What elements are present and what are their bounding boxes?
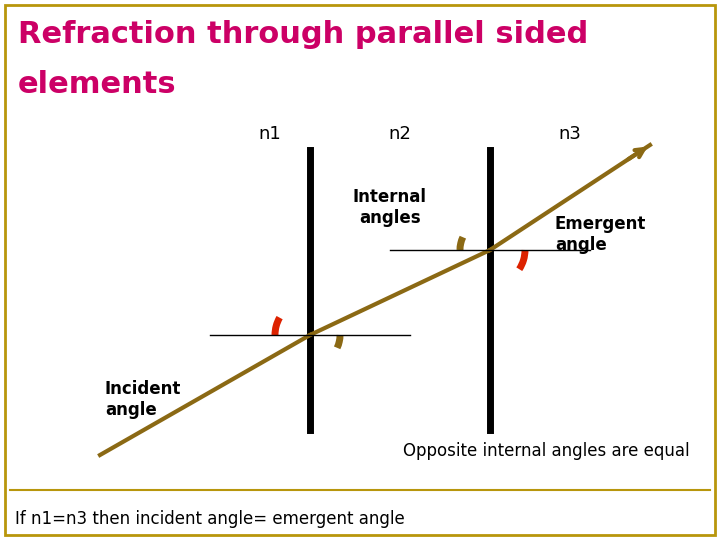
- Text: Incident
angle: Incident angle: [105, 380, 181, 419]
- Text: Emergent
angle: Emergent angle: [555, 215, 647, 254]
- Text: Internal
angles: Internal angles: [353, 188, 427, 227]
- Text: n1: n1: [258, 125, 282, 143]
- Text: n3: n3: [559, 125, 582, 143]
- Text: Refraction through parallel sided: Refraction through parallel sided: [18, 20, 588, 49]
- Text: If n1=n3 then incident angle= emergent angle: If n1=n3 then incident angle= emergent a…: [15, 510, 405, 528]
- Text: n2: n2: [389, 125, 411, 143]
- Text: elements: elements: [18, 70, 176, 99]
- Text: Opposite internal angles are equal: Opposite internal angles are equal: [403, 442, 690, 460]
